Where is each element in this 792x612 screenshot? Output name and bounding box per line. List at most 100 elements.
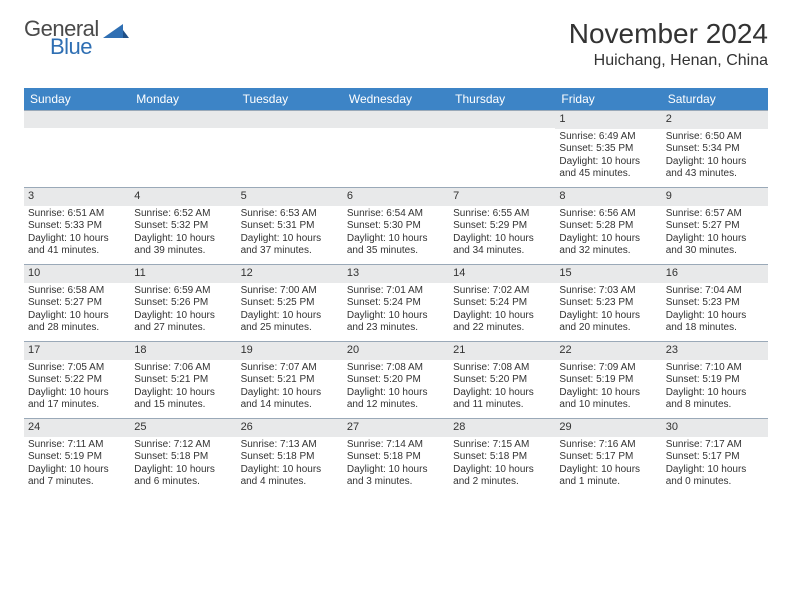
sunset-text: Sunset: 5:25 PM [241, 297, 339, 310]
daylight-text: Daylight: 10 hours and 43 minutes. [666, 156, 764, 181]
day-number: 6 [343, 188, 449, 206]
empty-day-bar [449, 111, 555, 128]
daylight-text: Daylight: 10 hours and 12 minutes. [347, 387, 445, 412]
daylight-text: Daylight: 10 hours and 15 minutes. [134, 387, 232, 412]
daylight-text: Daylight: 10 hours and 10 minutes. [559, 387, 657, 412]
week-row: 24Sunrise: 7:11 AMSunset: 5:19 PMDayligh… [24, 418, 768, 495]
daylight-text: Daylight: 10 hours and 28 minutes. [28, 310, 126, 335]
sunrise-text: Sunrise: 7:17 AM [666, 439, 764, 452]
day-cell [237, 111, 343, 187]
week-row: 10Sunrise: 6:58 AMSunset: 5:27 PMDayligh… [24, 264, 768, 341]
empty-day-bar [130, 111, 236, 128]
sunset-text: Sunset: 5:19 PM [559, 374, 657, 387]
daylight-text: Daylight: 10 hours and 0 minutes. [666, 464, 764, 489]
sunset-text: Sunset: 5:17 PM [666, 451, 764, 464]
sunset-text: Sunset: 5:21 PM [134, 374, 232, 387]
sunrise-text: Sunrise: 7:13 AM [241, 439, 339, 452]
daylight-text: Daylight: 10 hours and 22 minutes. [453, 310, 551, 335]
sunset-text: Sunset: 5:30 PM [347, 220, 445, 233]
daylight-text: Daylight: 10 hours and 2 minutes. [453, 464, 551, 489]
sunrise-text: Sunrise: 6:52 AM [134, 208, 232, 221]
title-block: November 2024 Huichang, Henan, China [569, 18, 768, 70]
sunrise-text: Sunrise: 7:08 AM [453, 362, 551, 375]
sunrise-text: Sunrise: 7:16 AM [559, 439, 657, 452]
sunrise-text: Sunrise: 6:51 AM [28, 208, 126, 221]
daylight-text: Daylight: 10 hours and 32 minutes. [559, 233, 657, 258]
sunrise-text: Sunrise: 6:59 AM [134, 285, 232, 298]
weekday-cell: Sunday [24, 88, 130, 110]
sunset-text: Sunset: 5:27 PM [666, 220, 764, 233]
day-cell: 22Sunrise: 7:09 AMSunset: 5:19 PMDayligh… [555, 342, 661, 418]
daylight-text: Daylight: 10 hours and 6 minutes. [134, 464, 232, 489]
month-title: November 2024 [569, 18, 768, 50]
day-body: Sunrise: 7:07 AMSunset: 5:21 PMDaylight:… [237, 360, 343, 416]
day-cell: 29Sunrise: 7:16 AMSunset: 5:17 PMDayligh… [555, 419, 661, 495]
day-cell: 15Sunrise: 7:03 AMSunset: 5:23 PMDayligh… [555, 265, 661, 341]
weekday-header-row: SundayMondayTuesdayWednesdayThursdayFrid… [24, 88, 768, 110]
day-cell [449, 111, 555, 187]
day-body: Sunrise: 7:04 AMSunset: 5:23 PMDaylight:… [662, 283, 768, 339]
sunrise-text: Sunrise: 6:50 AM [666, 131, 764, 144]
sunset-text: Sunset: 5:33 PM [28, 220, 126, 233]
daylight-text: Daylight: 10 hours and 7 minutes. [28, 464, 126, 489]
sunset-text: Sunset: 5:21 PM [241, 374, 339, 387]
sunset-text: Sunset: 5:18 PM [453, 451, 551, 464]
day-body: Sunrise: 6:49 AMSunset: 5:35 PMDaylight:… [555, 129, 661, 185]
day-number: 1 [555, 111, 661, 129]
day-number: 4 [130, 188, 236, 206]
empty-day-bar [24, 111, 130, 128]
sunrise-text: Sunrise: 6:54 AM [347, 208, 445, 221]
day-cell: 24Sunrise: 7:11 AMSunset: 5:19 PMDayligh… [24, 419, 130, 495]
sunrise-text: Sunrise: 6:56 AM [559, 208, 657, 221]
day-body: Sunrise: 7:09 AMSunset: 5:19 PMDaylight:… [555, 360, 661, 416]
brand-word2: Blue [50, 36, 99, 58]
sunset-text: Sunset: 5:28 PM [559, 220, 657, 233]
day-body: Sunrise: 7:11 AMSunset: 5:19 PMDaylight:… [24, 437, 130, 493]
day-body: Sunrise: 7:14 AMSunset: 5:18 PMDaylight:… [343, 437, 449, 493]
day-body: Sunrise: 7:17 AMSunset: 5:17 PMDaylight:… [662, 437, 768, 493]
sunset-text: Sunset: 5:26 PM [134, 297, 232, 310]
day-body: Sunrise: 6:53 AMSunset: 5:31 PMDaylight:… [237, 206, 343, 262]
sunrise-text: Sunrise: 6:55 AM [453, 208, 551, 221]
day-cell [130, 111, 236, 187]
day-cell: 28Sunrise: 7:15 AMSunset: 5:18 PMDayligh… [449, 419, 555, 495]
sunrise-text: Sunrise: 7:04 AM [666, 285, 764, 298]
daylight-text: Daylight: 10 hours and 14 minutes. [241, 387, 339, 412]
day-cell: 17Sunrise: 7:05 AMSunset: 5:22 PMDayligh… [24, 342, 130, 418]
day-body: Sunrise: 6:59 AMSunset: 5:26 PMDaylight:… [130, 283, 236, 339]
empty-day-bar [343, 111, 449, 128]
day-cell: 21Sunrise: 7:08 AMSunset: 5:20 PMDayligh… [449, 342, 555, 418]
day-number: 28 [449, 419, 555, 437]
day-body: Sunrise: 7:10 AMSunset: 5:19 PMDaylight:… [662, 360, 768, 416]
day-body: Sunrise: 7:13 AMSunset: 5:18 PMDaylight:… [237, 437, 343, 493]
sunset-text: Sunset: 5:31 PM [241, 220, 339, 233]
day-cell: 10Sunrise: 6:58 AMSunset: 5:27 PMDayligh… [24, 265, 130, 341]
header: General Blue November 2024 Huichang, Hen… [24, 18, 768, 70]
day-cell: 13Sunrise: 7:01 AMSunset: 5:24 PMDayligh… [343, 265, 449, 341]
sunset-text: Sunset: 5:34 PM [666, 143, 764, 156]
week-row: 3Sunrise: 6:51 AMSunset: 5:33 PMDaylight… [24, 187, 768, 264]
day-number: 10 [24, 265, 130, 283]
sunset-text: Sunset: 5:18 PM [241, 451, 339, 464]
sunset-text: Sunset: 5:23 PM [666, 297, 764, 310]
day-number: 9 [662, 188, 768, 206]
day-cell: 3Sunrise: 6:51 AMSunset: 5:33 PMDaylight… [24, 188, 130, 264]
day-number: 16 [662, 265, 768, 283]
day-number: 23 [662, 342, 768, 360]
day-number: 21 [449, 342, 555, 360]
sunrise-text: Sunrise: 7:01 AM [347, 285, 445, 298]
day-number: 15 [555, 265, 661, 283]
sunset-text: Sunset: 5:17 PM [559, 451, 657, 464]
daylight-text: Daylight: 10 hours and 37 minutes. [241, 233, 339, 258]
day-number: 20 [343, 342, 449, 360]
brand-triangle-icon [103, 22, 129, 45]
brand-text: General Blue [24, 18, 99, 58]
sunset-text: Sunset: 5:20 PM [453, 374, 551, 387]
sunrise-text: Sunrise: 7:09 AM [559, 362, 657, 375]
sunset-text: Sunset: 5:18 PM [134, 451, 232, 464]
daylight-text: Daylight: 10 hours and 39 minutes. [134, 233, 232, 258]
sunset-text: Sunset: 5:18 PM [347, 451, 445, 464]
daylight-text: Daylight: 10 hours and 18 minutes. [666, 310, 764, 335]
day-number: 22 [555, 342, 661, 360]
day-number: 30 [662, 419, 768, 437]
